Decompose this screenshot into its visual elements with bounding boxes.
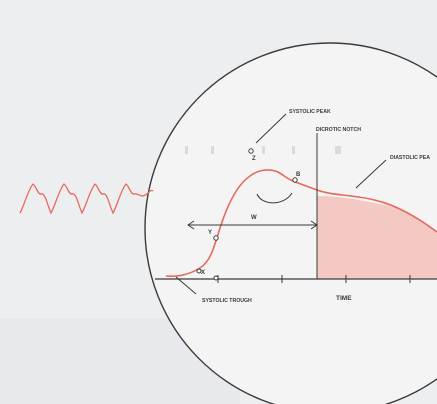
time-axis-label: TIME [336, 295, 352, 302]
diastolic-shaded-area [317, 196, 437, 279]
waveform-detail [165, 169, 437, 277]
systolic-peak-arc [256, 192, 293, 204]
marker-b [292, 177, 298, 183]
waveform-overview [19, 183, 154, 215]
marker-trough [213, 275, 219, 281]
marker-y [213, 235, 219, 241]
point-y-label: Y [208, 230, 212, 236]
faint-marks [185, 146, 341, 154]
systolic-peak-label: SYSTOLIC PEAK [289, 109, 331, 115]
point-b-label: B [296, 172, 301, 178]
diastolic-peak-leader [355, 159, 387, 189]
marker-x [196, 268, 202, 274]
point-markers [196, 148, 298, 281]
point-x-label: X [201, 270, 205, 276]
point-z-label: Z [252, 156, 256, 162]
systolic-peak-leader [255, 113, 287, 144]
width-arrow [187, 220, 318, 230]
systolic-trough-leader [175, 276, 197, 295]
width-label: W [251, 215, 257, 221]
systolic-trough-label: SYSTOLIC TROUGH [202, 298, 252, 304]
diastolic-peak-label: DIASTOLIC PEA [390, 155, 430, 161]
dicrotic-notch-label: DICROTIC NOTCH [316, 127, 361, 133]
magnifier-lens [144, 42, 437, 404]
marker-z [248, 148, 254, 154]
